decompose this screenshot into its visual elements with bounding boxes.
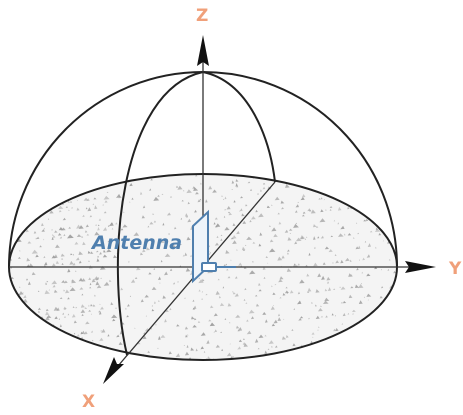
antenna-label: Antenna [90, 232, 182, 254]
x-axis-label: X [82, 392, 95, 412]
y-axis-arrow [405, 261, 436, 273]
x-axis-arrow [103, 357, 124, 384]
z-axis-arrow [197, 35, 209, 66]
antenna-element [192, 209, 236, 284]
meridian-arc-back [202, 71, 276, 183]
z-axis-label: Z [196, 6, 208, 26]
meridian-arc-front [116, 71, 204, 356]
y-axis-label: Y [448, 259, 462, 279]
